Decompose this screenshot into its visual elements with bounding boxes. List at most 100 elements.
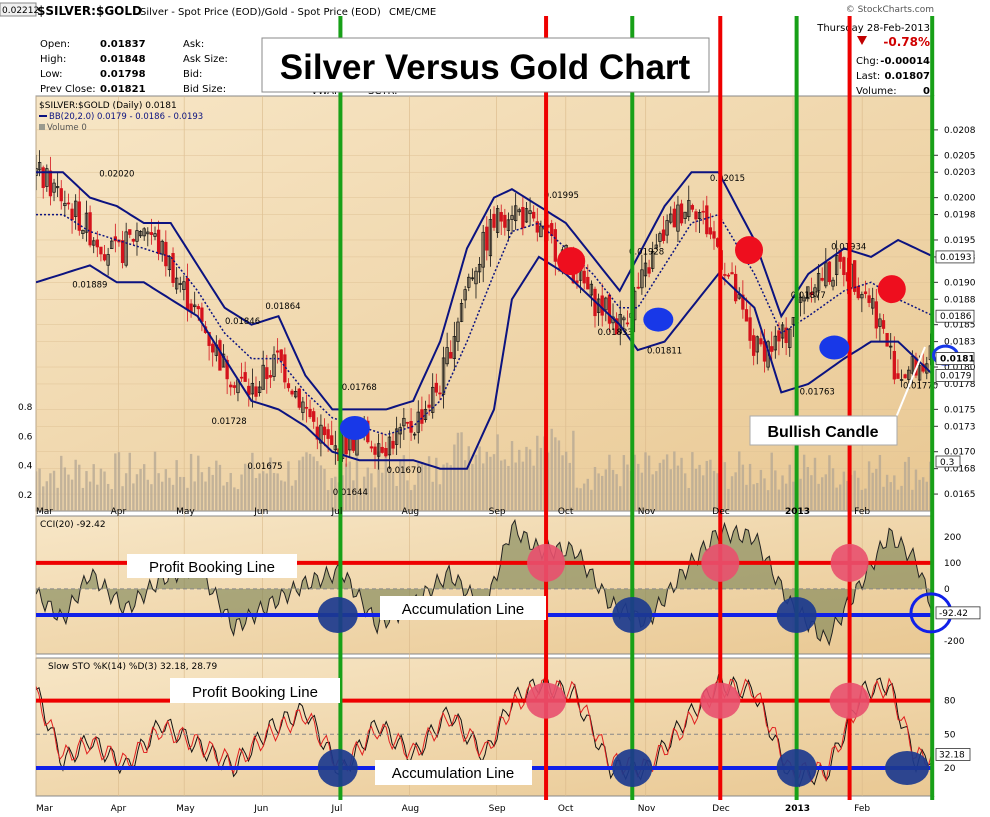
bullish-callout-text: Bullish Candle xyxy=(767,424,878,441)
volume-bar xyxy=(867,461,871,511)
volume-bar xyxy=(474,454,478,511)
volume-bar xyxy=(99,468,103,511)
volume-bar xyxy=(478,446,481,511)
volume-bar xyxy=(370,473,373,511)
candle-body xyxy=(369,446,374,449)
candle-body xyxy=(784,327,788,343)
candle-body xyxy=(275,350,280,353)
volume-bar xyxy=(882,486,885,511)
volume-bar xyxy=(507,465,510,511)
candle-body xyxy=(66,202,71,205)
cci-legend: CCI(20) -92.42 xyxy=(40,520,106,530)
volume-bar xyxy=(193,481,196,511)
volume-bar xyxy=(240,474,243,511)
volume-bar xyxy=(381,472,384,511)
candle-body xyxy=(380,446,384,453)
volume-bar xyxy=(698,464,701,511)
x-axis-label: Jun xyxy=(253,804,268,814)
price-axis-label: 0.0195 xyxy=(944,236,976,246)
candle-body xyxy=(59,188,63,202)
volume-bar xyxy=(391,472,395,511)
volume-bar xyxy=(647,455,651,511)
candle-body xyxy=(748,317,752,341)
candle-body xyxy=(102,254,107,261)
candle-body xyxy=(160,240,164,255)
cci-axis-label: 0 xyxy=(944,585,950,595)
volume-bar xyxy=(709,459,712,511)
candle-body xyxy=(661,229,666,241)
price-label: 0.01928 xyxy=(629,248,664,258)
sto-axis-label: 80 xyxy=(944,697,956,707)
candle-body xyxy=(600,295,604,316)
volume-bar xyxy=(323,468,326,511)
volume-bar xyxy=(572,430,575,511)
candle-body xyxy=(853,260,857,292)
volume-bar xyxy=(828,455,831,511)
volume-bar xyxy=(290,485,294,511)
candle-body xyxy=(257,386,262,394)
candle-body xyxy=(41,167,45,188)
volume-bar xyxy=(925,481,928,511)
volume-bar xyxy=(921,477,925,511)
candle-body xyxy=(532,211,536,219)
volume-bar xyxy=(712,470,716,511)
sto-sell-circle xyxy=(700,682,741,719)
volume-bar xyxy=(799,478,802,511)
volume-bar xyxy=(36,471,38,511)
volume-bar xyxy=(496,434,499,511)
volume-bar xyxy=(215,460,218,511)
bullish-callout: Bullish Candle xyxy=(749,346,926,446)
candle-body xyxy=(243,372,247,382)
candle-body xyxy=(304,406,309,409)
volume-bar xyxy=(907,456,910,511)
volume-bar xyxy=(813,457,817,511)
volume-bar xyxy=(247,465,250,511)
volume-bar xyxy=(839,484,842,511)
candle-body xyxy=(218,340,222,371)
volume-bar xyxy=(283,481,287,511)
candle-body xyxy=(326,429,330,439)
volume-bar xyxy=(164,469,168,511)
candle-body xyxy=(856,285,860,299)
price-axis-label: 0.0203 xyxy=(944,168,976,178)
volume-bar xyxy=(229,472,232,511)
cci-value-box xyxy=(935,606,981,620)
candle-body xyxy=(485,226,489,251)
candle-body xyxy=(798,296,803,303)
cci-value-label: -92.42 xyxy=(939,609,968,619)
volume-bar xyxy=(914,469,918,511)
x-axis-label-mid: Feb xyxy=(854,507,870,517)
candle-body xyxy=(474,270,478,285)
candle-body xyxy=(416,411,420,433)
price-label: 0.02020 xyxy=(99,170,134,180)
candle-body xyxy=(470,277,475,280)
volume-bar xyxy=(276,473,279,511)
volume-bar xyxy=(49,473,52,511)
volume-bar xyxy=(81,487,85,511)
volume-bar xyxy=(763,478,766,511)
volume-bar xyxy=(611,469,615,511)
candle-body xyxy=(842,257,846,275)
volume-bar xyxy=(903,461,907,511)
volume-bar xyxy=(67,474,70,511)
candle-body xyxy=(135,230,139,242)
band-value-box xyxy=(935,309,975,323)
candle-body xyxy=(427,404,431,408)
candle-body xyxy=(524,208,529,223)
price-label: 0.01877 xyxy=(791,291,826,301)
candle-body xyxy=(788,328,792,348)
volume-bar xyxy=(348,461,351,511)
volume-bar xyxy=(723,462,727,511)
volume-bar xyxy=(593,466,597,511)
volume-bar xyxy=(406,480,409,511)
quote-field-label: Bid: xyxy=(183,69,202,80)
candle-body xyxy=(899,379,904,381)
overlay-title: Silver Versus Gold Chart xyxy=(280,48,691,87)
candle-body xyxy=(744,309,749,322)
volume-bar xyxy=(759,469,763,511)
volume-bar xyxy=(373,487,377,511)
volume-legend: Volume 0 xyxy=(47,123,87,133)
candle-body xyxy=(896,373,900,379)
candle-body xyxy=(806,286,810,300)
candle-body xyxy=(614,318,619,335)
